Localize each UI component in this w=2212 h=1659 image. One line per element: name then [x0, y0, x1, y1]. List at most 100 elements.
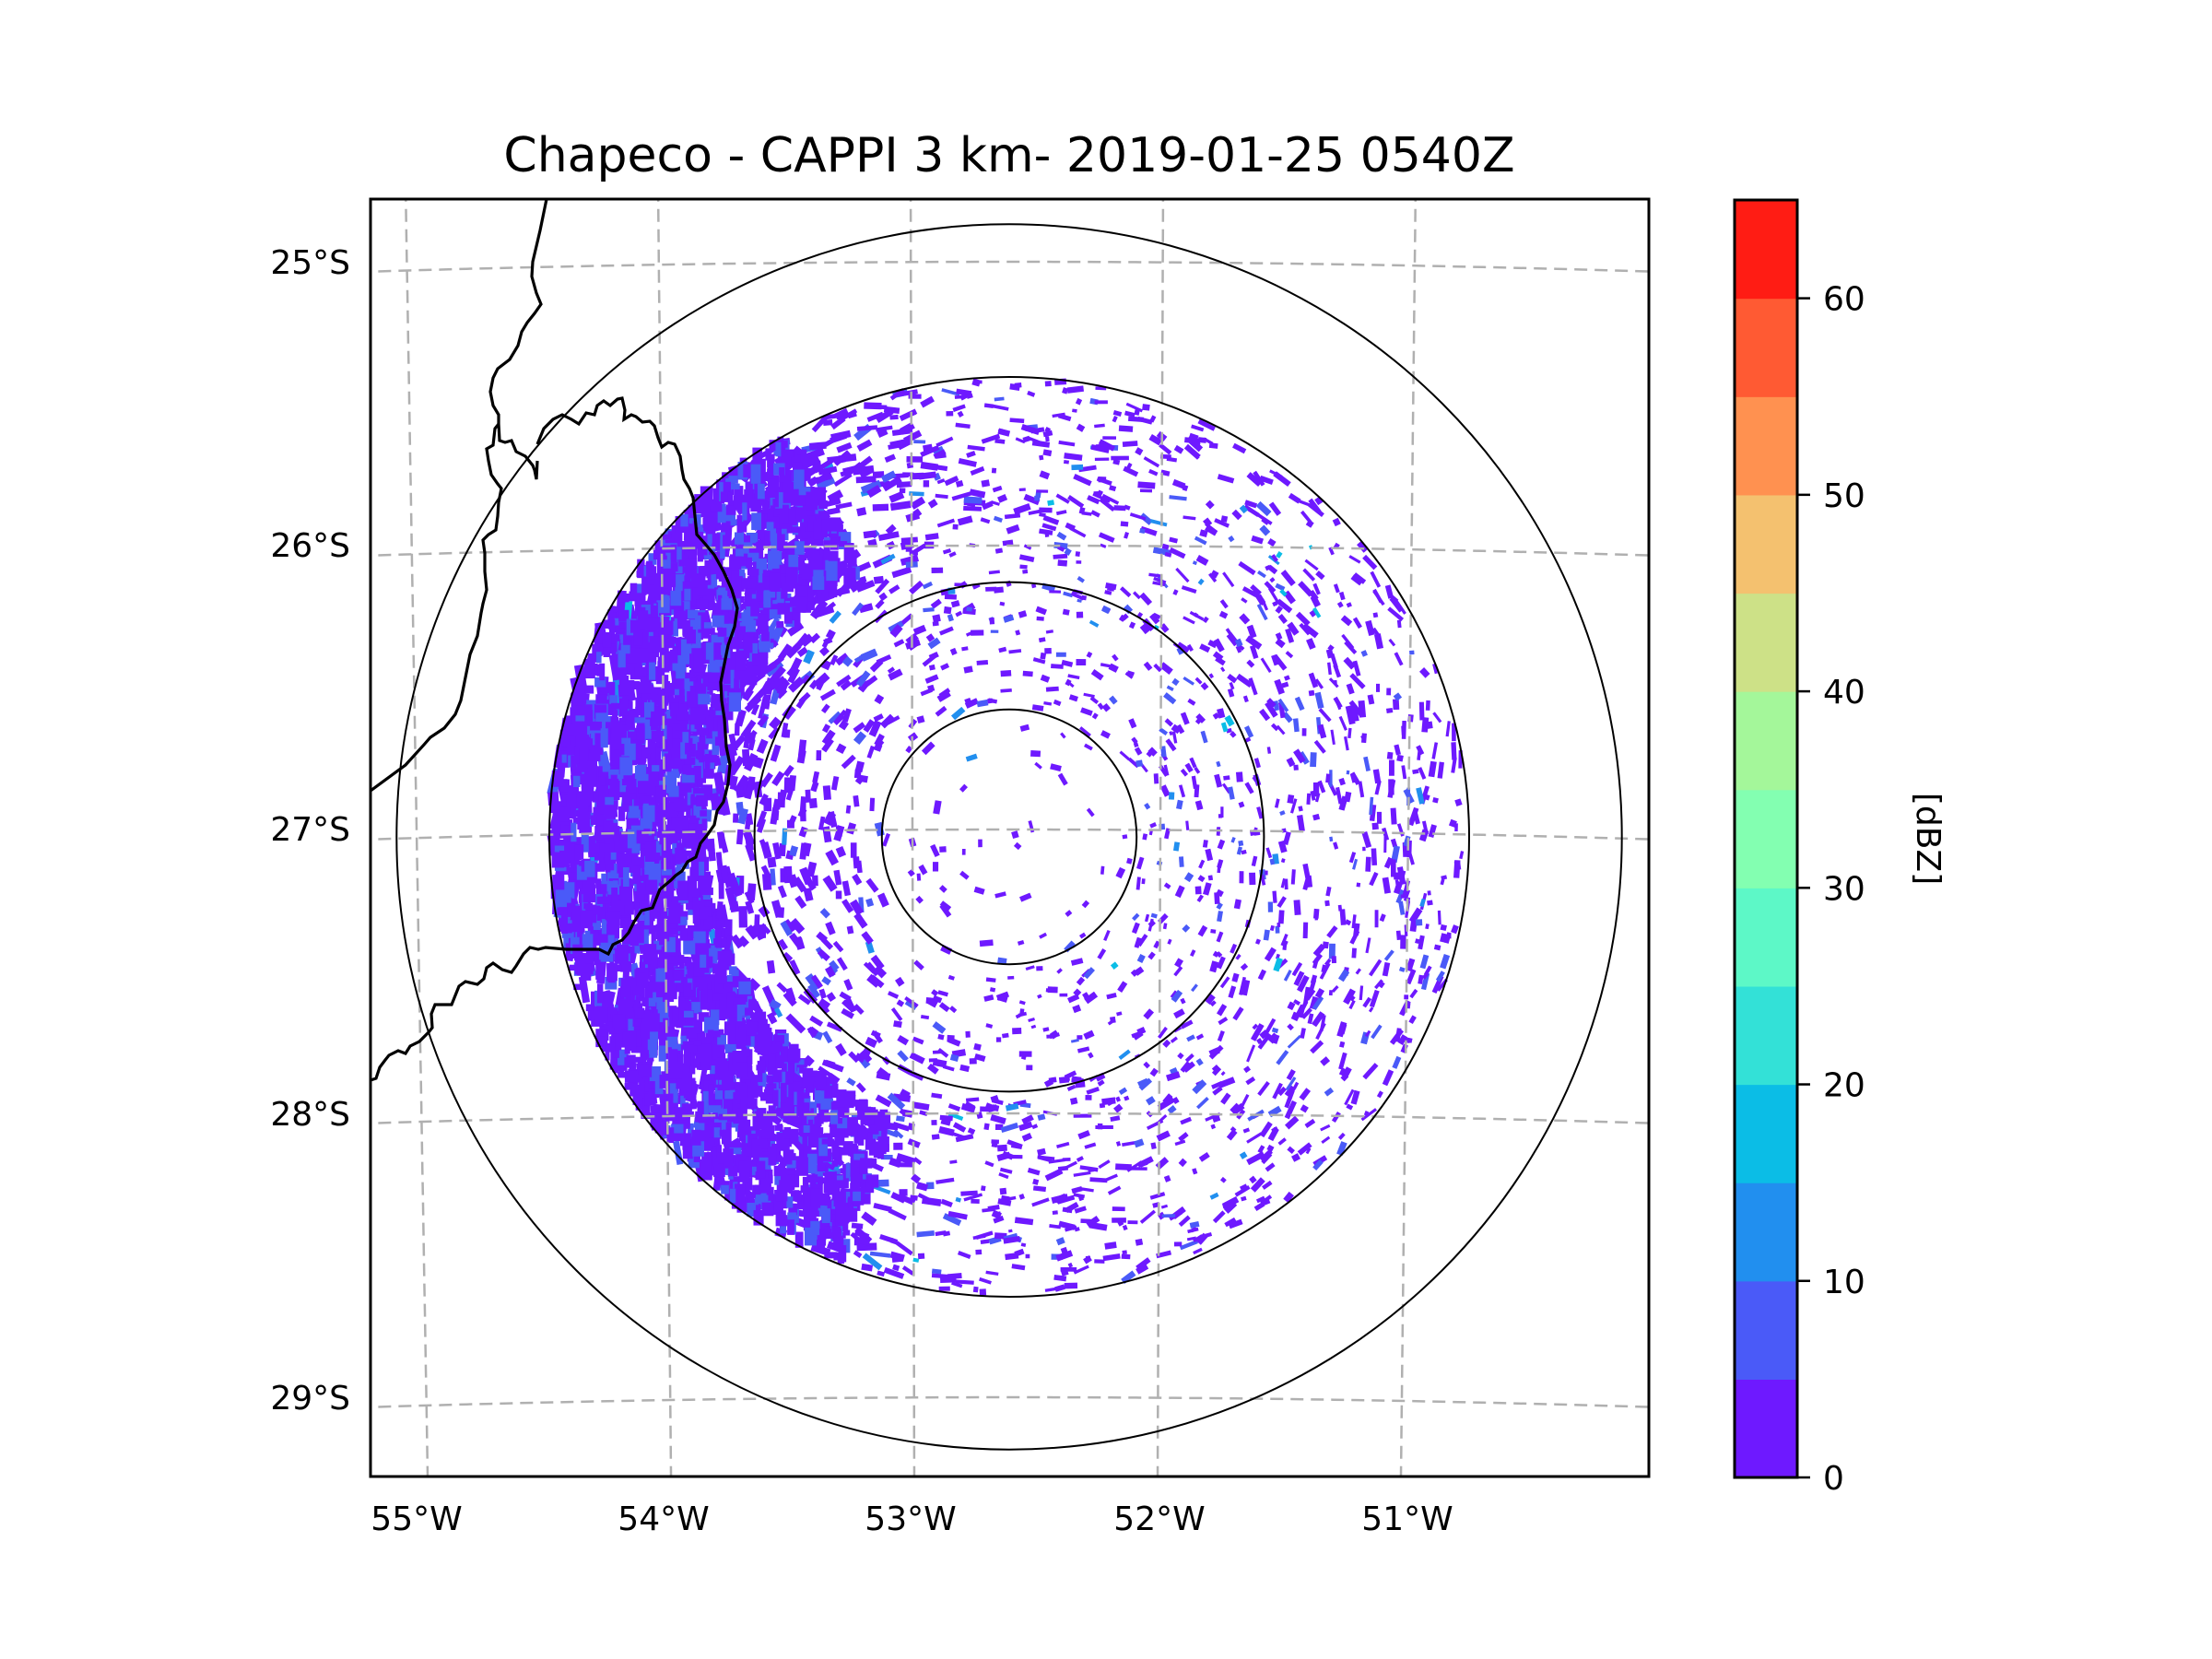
- reflectivity-echo: [1174, 958, 1184, 969]
- reflectivity-echo: [1284, 675, 1290, 681]
- reflectivity-echo: [618, 1049, 629, 1061]
- reflectivity-echo: [1037, 1113, 1046, 1121]
- reflectivity-echo: [1110, 961, 1119, 970]
- reflectivity-echo: [1409, 920, 1418, 932]
- reflectivity-echo: [782, 828, 788, 845]
- reflectivity-echo: [1235, 953, 1241, 960]
- reflectivity-echo: [873, 713, 884, 723]
- reflectivity-echo: [1265, 700, 1278, 718]
- reflectivity-echo: [717, 753, 729, 774]
- reflectivity-echo: [1399, 999, 1411, 1017]
- reflectivity-echo: [889, 388, 905, 401]
- reflectivity-echo: [997, 428, 1011, 437]
- reflectivity-echo: [1067, 994, 1080, 1004]
- reflectivity-echo: [741, 688, 754, 701]
- reflectivity-echo: [1053, 699, 1062, 707]
- reflectivity-echo: [1218, 1077, 1236, 1088]
- reflectivity-echo: [990, 629, 999, 633]
- reflectivity-echo: [1186, 643, 1194, 653]
- reflectivity-echo: [763, 797, 772, 812]
- reflectivity-echo: [1073, 474, 1092, 487]
- reflectivity-echo: [866, 745, 876, 759]
- reflectivity-echo: [1338, 591, 1346, 601]
- reflectivity-echo: [1357, 540, 1369, 553]
- reflectivity-echo: [1212, 1115, 1221, 1123]
- reflectivity-echo: [1115, 1163, 1132, 1171]
- reflectivity-echo: [857, 1236, 871, 1247]
- reflectivity-echo: [861, 1263, 874, 1272]
- reflectivity-echo: [593, 806, 601, 820]
- reflectivity-echo: [1149, 519, 1168, 527]
- reflectivity-echo: [807, 983, 821, 999]
- reflectivity-echo: [1067, 1262, 1074, 1268]
- reflectivity-echo: [899, 488, 906, 494]
- reflectivity-echo: [1061, 659, 1074, 667]
- reflectivity-echo: [939, 1276, 957, 1284]
- reflectivity-echo: [1136, 953, 1146, 963]
- reflectivity-echo: [1000, 688, 1012, 693]
- reflectivity-echo: [645, 649, 657, 665]
- reflectivity-echo: [963, 1193, 983, 1202]
- reflectivity-echo: [1393, 699, 1400, 711]
- radar-reflectivity-layer: [547, 378, 1465, 1296]
- reflectivity-echo: [1069, 526, 1087, 538]
- reflectivity-echo: [677, 923, 684, 932]
- reflectivity-echo: [962, 607, 976, 616]
- reflectivity-echo: [653, 774, 660, 793]
- reflectivity-echo: [1432, 663, 1438, 675]
- reflectivity-echo: [1359, 985, 1364, 1001]
- reflectivity-echo: [1124, 1095, 1130, 1101]
- reflectivity-echo: [1350, 574, 1363, 586]
- reflectivity-echo: [1253, 1201, 1265, 1212]
- reflectivity-echo: [1122, 1224, 1128, 1231]
- reflectivity-echo: [1291, 1153, 1301, 1162]
- reflectivity-echo: [1362, 996, 1372, 1008]
- reflectivity-echo: [1200, 682, 1209, 691]
- reflectivity-echo: [1431, 742, 1439, 759]
- reflectivity-echo: [1415, 919, 1423, 926]
- reflectivity-echo: [675, 571, 686, 592]
- reflectivity-echo: [1153, 773, 1159, 784]
- reflectivity-echo: [651, 753, 656, 771]
- reflectivity-echo: [1034, 761, 1042, 770]
- reflectivity-echo: [1337, 969, 1350, 982]
- reflectivity-echo: [782, 764, 794, 778]
- reflectivity-echo: [1102, 436, 1117, 440]
- reflectivity-echo: [1369, 796, 1374, 816]
- reflectivity-echo: [916, 715, 925, 724]
- reflectivity-echo: [1309, 995, 1320, 1010]
- reflectivity-echo: [1259, 475, 1274, 485]
- reflectivity-echo: [1236, 673, 1253, 688]
- reflectivity-echo: [1394, 652, 1404, 666]
- reflectivity-echo: [921, 741, 935, 756]
- reflectivity-echo: [850, 1157, 861, 1177]
- reflectivity-echo: [1179, 1240, 1198, 1251]
- map-plot-area[interactable]: [317, 148, 1681, 1539]
- reflectivity-echo: [816, 931, 829, 944]
- reflectivity-echo: [652, 1083, 658, 1092]
- reflectivity-echo: [1279, 588, 1288, 597]
- reflectivity-echo: [1092, 492, 1111, 503]
- reflectivity-echo: [1183, 872, 1194, 883]
- reflectivity-echo: [1301, 728, 1307, 736]
- reflectivity-echo: [1065, 910, 1073, 917]
- reflectivity-echo: [1214, 892, 1220, 904]
- reflectivity-echo: [1161, 1214, 1176, 1218]
- reflectivity-echo: [1126, 670, 1135, 677]
- reflectivity-echo: [828, 711, 841, 724]
- reflectivity-echo: [1219, 976, 1230, 989]
- reflectivity-echo: [949, 1006, 958, 1014]
- reflectivity-echo: [1021, 1114, 1034, 1125]
- reflectivity-echo: [745, 900, 755, 914]
- reflectivity-echo: [1124, 532, 1129, 539]
- reflectivity-echo: [787, 1212, 797, 1220]
- reflectivity-echo: [625, 663, 637, 676]
- reflectivity-echo: [696, 736, 706, 746]
- reflectivity-echo: [697, 750, 705, 771]
- reflectivity-echo: [789, 918, 806, 935]
- reflectivity-echo: [1260, 1194, 1273, 1206]
- reflectivity-echo: [907, 869, 915, 877]
- reflectivity-echo: [701, 1152, 712, 1168]
- reflectivity-echo: [985, 1270, 999, 1276]
- reflectivity-echo: [856, 455, 874, 470]
